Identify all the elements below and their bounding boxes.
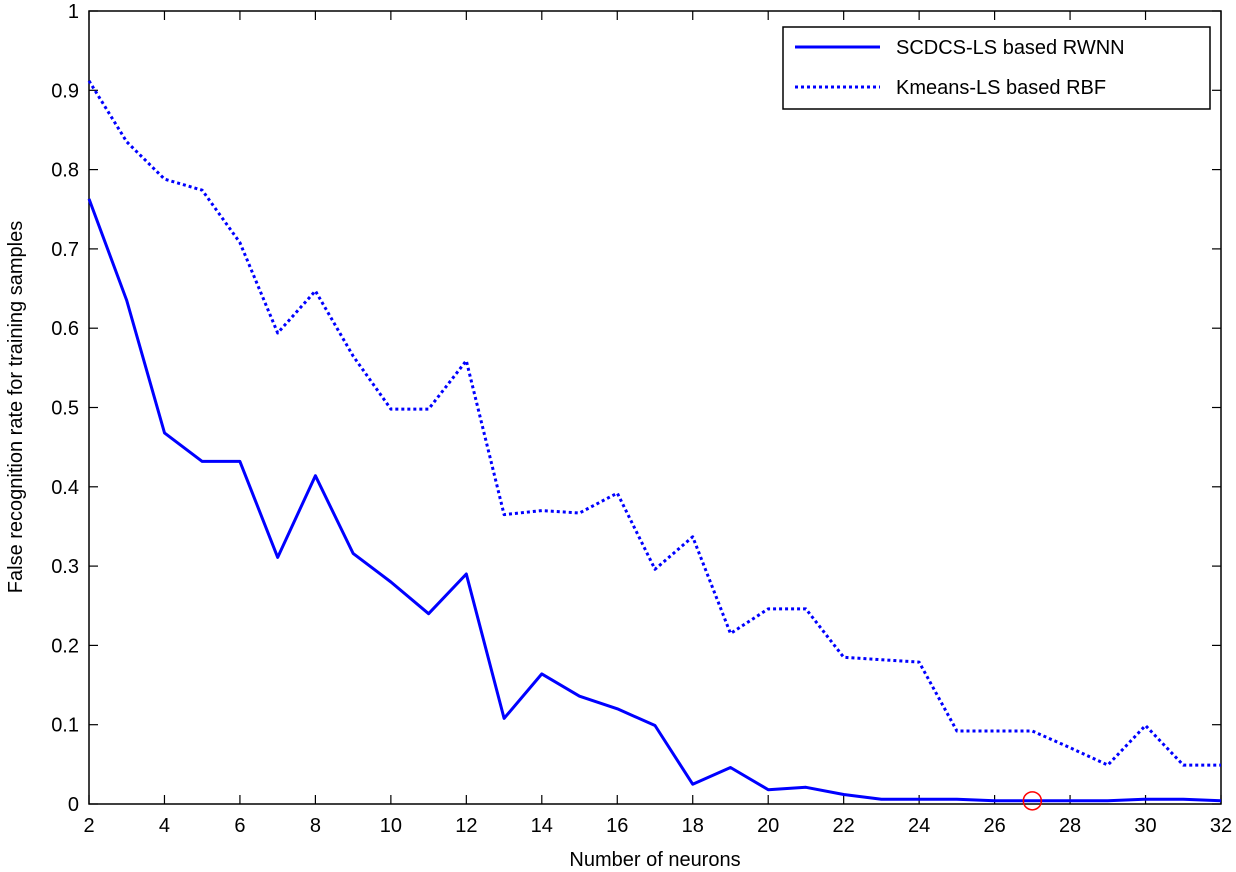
axis-ticks: 2 4 6 8 10 12 14 16 18 20 22 24 26 28 30 3200.10.20.30.… (51, 1, 1232, 837)
y-tick-label: 0.5 (51, 398, 79, 420)
legend-label-series-1: SCDCS-LS based RWNN (896, 37, 1125, 59)
series-line-1 (87, 198, 1222, 803)
x-tick-label: 30 (1134, 815, 1156, 837)
x-tick-label: 2 (83, 815, 94, 837)
y-tick-label: 0.6 (51, 318, 79, 340)
series-group (87, 80, 1222, 803)
x-tick-label: 8 (310, 815, 321, 837)
y-tick-label: 0 (68, 794, 79, 816)
x-axis-title: Number of neurons (569, 849, 740, 871)
y-tick-label: 0.1 (51, 715, 79, 737)
plot-area (88, 10, 1222, 805)
legend-box (782, 26, 1211, 110)
y-tick-label: 0.3 (51, 556, 79, 578)
y-tick-label: 0.7 (51, 239, 79, 261)
x-tick-label: 4 (159, 815, 170, 837)
x-tick-label: 28 (1059, 815, 1081, 837)
x-tick-label: 6 (234, 815, 245, 837)
y-tick-label: 0.8 (51, 160, 79, 182)
x-tick-label: 10 (380, 815, 402, 837)
y-axis-title: False recognition rate for training samp… (5, 221, 27, 593)
series-line-2 (87, 80, 1221, 767)
x-tick-label: 32 (1210, 815, 1232, 837)
x-tick-label: 24 (908, 815, 930, 837)
x-tick-label: 14 (531, 815, 553, 837)
y-tick-label: 0.2 (51, 635, 79, 657)
y-tick-label: 0.9 (51, 80, 79, 102)
x-tick-label: 16 (606, 815, 628, 837)
x-tick-label: 26 (983, 815, 1005, 837)
optimum-marker (1022, 791, 1043, 811)
y-tick-label: 0.4 (51, 477, 79, 499)
x-tick-label: 22 (833, 815, 855, 837)
annotation-group (1022, 791, 1043, 811)
x-tick-label: 20 (757, 815, 779, 837)
legend-label-series-2: Kmeans-LS based RBF (896, 77, 1106, 99)
legend: SCDCS-LS based RWNN Kmeans-LS based RBF (782, 26, 1211, 110)
x-tick-label: 12 (455, 815, 477, 837)
x-tick-label: 18 (682, 815, 704, 837)
y-tick-label: 1 (68, 1, 79, 23)
